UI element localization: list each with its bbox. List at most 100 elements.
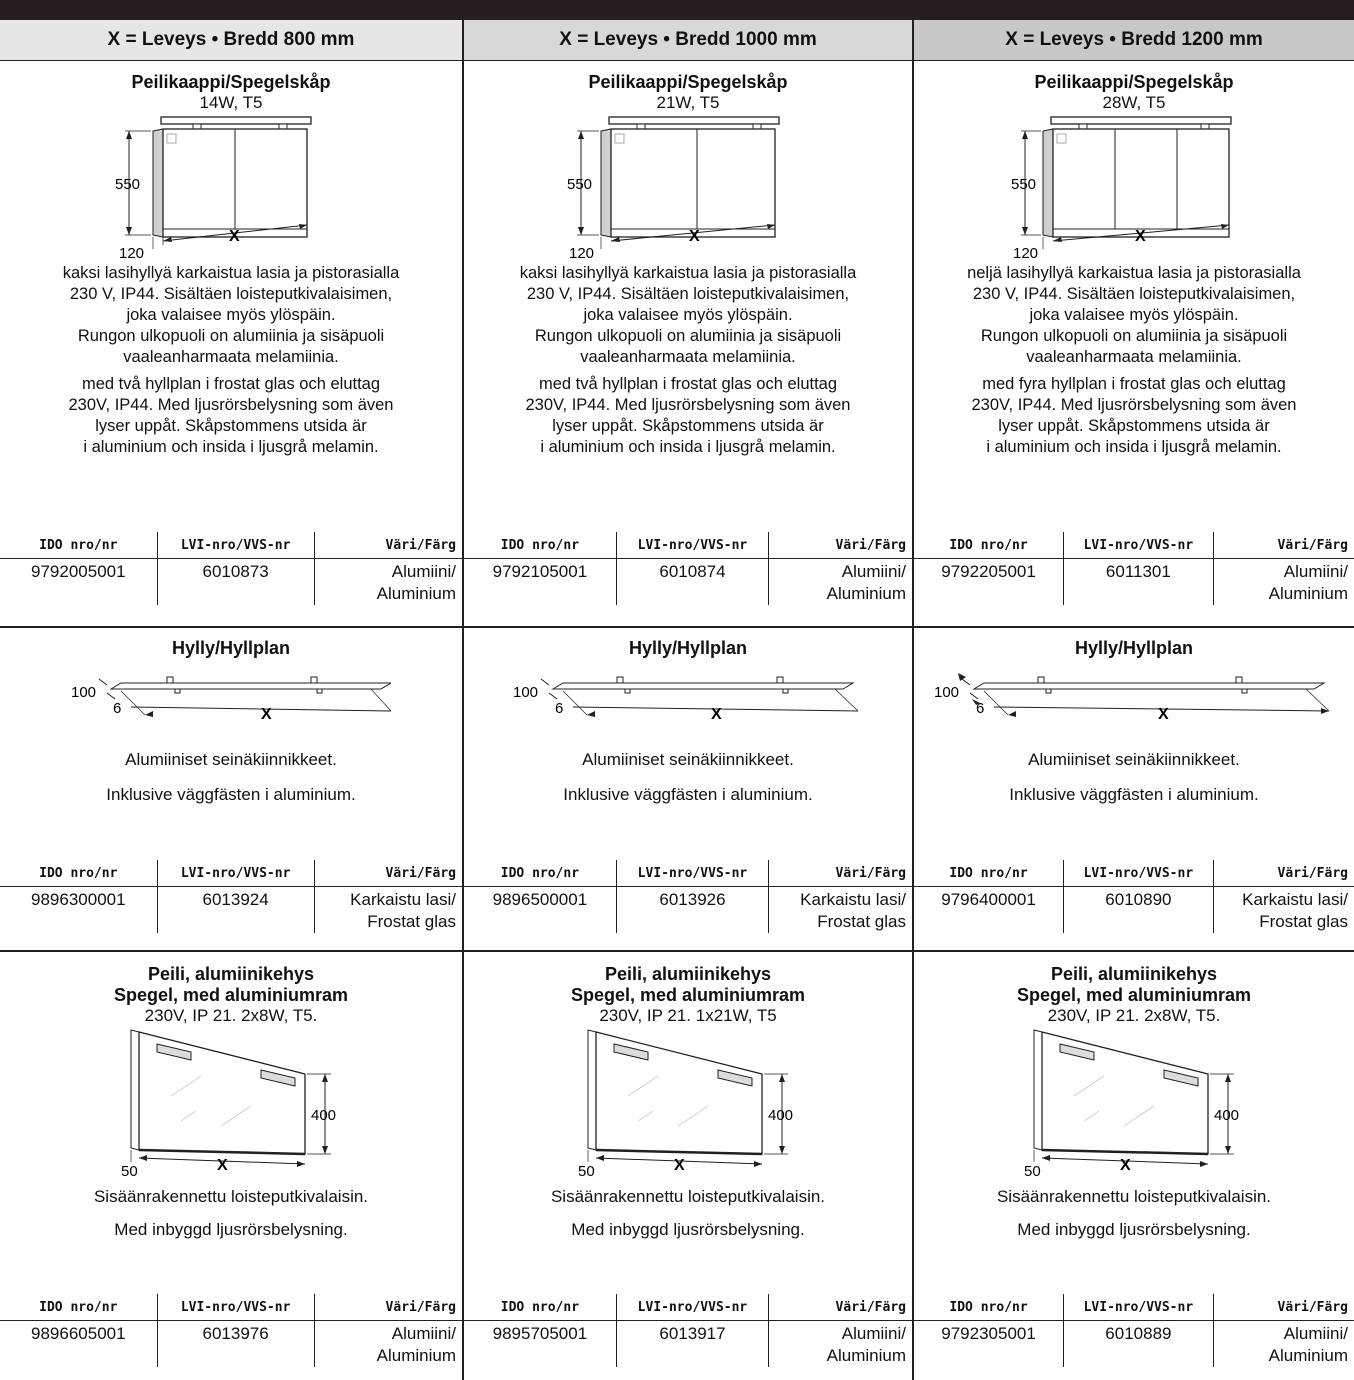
- ido-header: IDO nro/nr: [464, 532, 617, 559]
- cabinet-text-fi: neljä lasihyllyä karkaistua lasia ja pis…: [967, 264, 1301, 366]
- shelf-text-fi: Alumiiniset seinäkiinnikkeet.: [582, 750, 794, 769]
- mirror-drawing: 400 X 50: [121, 1029, 336, 1178]
- lvi-number: 6010890: [1063, 886, 1214, 933]
- shelf-dim-x: X: [711, 706, 722, 723]
- column-800: X = Leveys • Bredd 800 mm Peilikaappi/Sp…: [0, 20, 462, 1380]
- lvi-header: LVI-nro/VVS-nr: [1063, 1294, 1214, 1321]
- mirror-text-sv: Med inbyggd ljusrörsbelysning.: [571, 1220, 805, 1239]
- shelf-dim-thickness: 6: [555, 700, 563, 717]
- cabinet-text-fi: kaksi lasihyllyä karkaistua lasia ja pis…: [62, 264, 400, 366]
- color-header: Väri/Färg: [314, 532, 462, 559]
- ido-number: 9796400001: [914, 886, 1065, 933]
- section-divider: [464, 626, 912, 628]
- color-value: Alumiini/ Aluminium: [376, 562, 456, 603]
- mirror-dim-x: X: [1120, 1157, 1131, 1174]
- cabinet-drawing: 550 X 120: [1011, 116, 1232, 262]
- column-header: X = Leveys • Bredd 1000 mm: [464, 20, 912, 61]
- shelf-dim-thickness: 6: [113, 700, 121, 717]
- cabinet-spec: 14W, T5: [199, 93, 263, 112]
- cabinet-section: Peilikaappi/Spegelskåp 14W, T5 550 X 120: [0, 72, 462, 458]
- column-1000: X = Leveys • Bredd 1000 mm Peilikaappi/S…: [464, 20, 912, 1380]
- color-value: Karkaistu lasi/ Frostat glas: [800, 890, 906, 931]
- lvi-number: 6010874: [616, 558, 770, 605]
- column-header: X = Leveys • Bredd 1200 mm: [914, 20, 1354, 61]
- ido-header: IDO nro/nr: [0, 1294, 158, 1321]
- lvi-header: LVI-nro/VVS-nr: [616, 1294, 770, 1321]
- shelf-section: Hylly/Hyllplan 100 6 X Alumiiniset seinä…: [464, 638, 912, 805]
- mirror-title-sv: Spegel, med aluminiumram: [570, 985, 806, 1005]
- section-divider: [914, 950, 1354, 952]
- mirror-text-fi: Sisäänrakennettu loisteputkivalaisin.: [93, 1187, 369, 1206]
- color-header: Väri/Färg: [1213, 1294, 1354, 1321]
- mirror-title-fi: Peili, alumiinikehys: [1050, 964, 1218, 984]
- color-value: Alumiini/ Aluminium: [1268, 562, 1348, 603]
- cabinet-text-sv: med två hyllplan i frostat glas och elut…: [525, 375, 851, 456]
- mirror-title-sv: Spegel, med aluminiumram: [113, 985, 349, 1005]
- lvi-number: 6013917: [616, 1320, 770, 1367]
- cabinet-dim-depth: 120: [119, 245, 144, 262]
- mirror-text-sv: Med inbyggd ljusrörsbelysning.: [1017, 1220, 1251, 1239]
- lvi-number: 6013926: [616, 886, 770, 933]
- lvi-number: 6010889: [1063, 1320, 1214, 1367]
- mirror-drawing: 400 X 50: [1024, 1029, 1239, 1178]
- cabinet-dim-height: 550: [567, 176, 592, 193]
- section-divider: [464, 950, 912, 952]
- column-header: X = Leveys • Bredd 800 mm: [0, 20, 462, 61]
- ido-header: IDO nro/nr: [914, 860, 1065, 887]
- shelf-text-sv: Inklusive väggfästen i aluminium.: [106, 785, 356, 804]
- cabinet-text-sv: med fyra hyllplan i frostat glas och elu…: [971, 375, 1297, 456]
- cabinet-dim-height: 550: [1011, 176, 1036, 193]
- mirror-spec: 230V, IP 21. 1x21W, T5: [599, 1006, 777, 1025]
- mirror-spec: 230V, IP 21. 2x8W, T5.: [1047, 1006, 1221, 1025]
- cabinet-dim-depth: 120: [1013, 245, 1038, 262]
- shelf-drawing: 100 6 X: [934, 673, 1330, 723]
- lvi-header: LVI-nro/VVS-nr: [616, 860, 770, 887]
- shelf-title: Hylly/Hyllplan: [171, 638, 291, 658]
- color-header: Väri/Färg: [1213, 532, 1354, 559]
- section-divider: [0, 626, 462, 628]
- shelf-dim-width: 100: [513, 684, 538, 701]
- cabinet-title: Peilikaappi/Spegelskåp: [131, 72, 331, 92]
- ido-number: 9895705001: [464, 1320, 617, 1367]
- ido-number: 9792205001: [914, 558, 1065, 605]
- ido-number: 9896500001: [464, 886, 617, 933]
- cabinet-text-sv: med två hyllplan i frostat glas och elut…: [68, 375, 394, 456]
- shelf-codes-table: IDO nro/nr LVI-nro/VVS-nr Väri/Färg 989630…: [0, 860, 462, 933]
- cabinet-codes-table: IDO nro/nr LVI-nro/VVS-nr Väri/Färg 979200…: [0, 532, 462, 605]
- column-1200: X = Leveys • Bredd 1200 mm Peilikaappi/S…: [914, 20, 1354, 1380]
- color-value: Alumiini/ Aluminium: [826, 1324, 906, 1365]
- color-header: Väri/Färg: [768, 860, 912, 887]
- color-value: Alumiini/ Aluminium: [1268, 1324, 1348, 1365]
- mirror-spec: 230V, IP 21. 2x8W, T5.: [144, 1006, 318, 1025]
- ido-header: IDO nro/nr: [914, 1294, 1065, 1321]
- lvi-header: LVI-nro/VVS-nr: [1063, 860, 1214, 887]
- mirror-text-sv: Med inbyggd ljusrörsbelysning.: [114, 1220, 348, 1239]
- mirror-dim-depth: 50: [121, 1163, 138, 1178]
- cabinet-section: Peilikaappi/Spegelskåp 21W, T5 550 X 120: [464, 72, 912, 458]
- lvi-header: LVI-nro/VVS-nr: [157, 1294, 315, 1321]
- cabinet-title: Peilikaappi/Spegelskåp: [1034, 72, 1234, 92]
- lvi-number: 6013976: [157, 1320, 315, 1367]
- shelf-drawing: 100 6 X: [513, 676, 859, 723]
- cabinet-dim-x: X: [1135, 228, 1146, 245]
- color-value: Karkaistu lasi/ Frostat glas: [1242, 890, 1348, 931]
- color-header: Väri/Färg: [314, 860, 462, 887]
- mirror-codes-table: IDO nro/nr LVI-nro/VVS-nr Väri/Färg 979230…: [914, 1294, 1354, 1367]
- shelf-text-sv: Inklusive väggfästen i aluminium.: [1009, 785, 1259, 804]
- cabinet-title: Peilikaappi/Spegelskåp: [588, 72, 788, 92]
- mirror-dim-x: X: [674, 1157, 685, 1174]
- shelf-drawing: 100 6 X: [71, 676, 391, 723]
- mirror-title-fi: Peili, alumiinikehys: [604, 964, 772, 984]
- shelf-dim-width: 100: [71, 684, 96, 701]
- lvi-number: 6011301: [1063, 558, 1214, 605]
- lvi-number: 6013924: [157, 886, 315, 933]
- section-divider: [0, 950, 462, 952]
- shelf-codes-table: IDO nro/nr LVI-nro/VVS-nr Väri/Färg 979640…: [914, 860, 1354, 933]
- shelf-text-sv: Inklusive väggfästen i aluminium.: [563, 785, 813, 804]
- cabinet-spec: 21W, T5: [656, 93, 720, 112]
- color-header: Väri/Färg: [768, 532, 912, 559]
- mirror-title-fi: Peili, alumiinikehys: [147, 964, 315, 984]
- color-header: Väri/Färg: [768, 1294, 912, 1321]
- cabinet-drawing: 550 X 120: [115, 116, 312, 262]
- color-value: Alumiini/ Aluminium: [826, 562, 906, 603]
